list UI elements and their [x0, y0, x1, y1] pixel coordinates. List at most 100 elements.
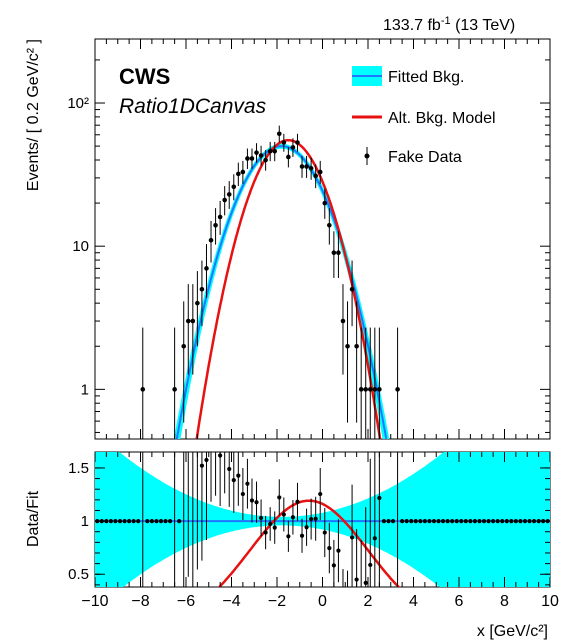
ratio-point	[422, 518, 427, 524]
ratio-point	[377, 452, 382, 587]
ratio-point	[495, 518, 500, 524]
ratio-point-marker	[299, 533, 305, 538]
data-point	[317, 160, 323, 184]
data-point	[304, 155, 309, 178]
ratio-point	[149, 518, 154, 524]
ratio-point	[258, 499, 264, 537]
data-point-marker	[213, 222, 218, 228]
ratio-point	[400, 518, 405, 524]
data-point-marker	[249, 156, 255, 161]
data-point	[231, 174, 237, 201]
ratio-point-marker	[304, 525, 309, 530]
ratio-point	[127, 518, 132, 524]
ratio-point	[440, 518, 446, 524]
x-tick-label: −2	[268, 593, 286, 610]
ratio-point-marker	[431, 518, 437, 524]
data-point-marker	[358, 387, 364, 392]
ratio-point	[286, 520, 291, 552]
ratio-point-marker	[268, 521, 273, 527]
ratio-point	[504, 518, 509, 524]
data-point-marker	[254, 150, 259, 155]
ratio-point-marker	[331, 563, 336, 568]
main-panel: 1 10 10² CWS Ratio1DCanvas Fitted Bkg. Alt…	[25, 38, 551, 440]
ratio-point-marker	[167, 518, 173, 524]
data-point-marker	[217, 214, 223, 220]
ratio-point	[513, 518, 518, 524]
ratio-y-axis-label: Data/Fit	[25, 490, 42, 547]
data-point	[263, 149, 268, 171]
data-point	[336, 231, 341, 278]
data-point-marker	[185, 318, 191, 324]
ratio-point-marker	[454, 518, 459, 524]
ratio-point	[431, 518, 437, 524]
ratio-point	[390, 518, 396, 524]
data-point	[140, 327, 146, 439]
data-point	[254, 143, 259, 163]
ratio-y-tick-label: 1	[81, 513, 89, 530]
ratio-point-marker	[336, 548, 341, 553]
data-point-marker	[140, 387, 146, 392]
ratio-point	[254, 481, 259, 523]
ratio-point	[459, 518, 464, 524]
data-point	[286, 147, 291, 168]
ratio-point-marker	[372, 536, 377, 541]
ratio-point-marker	[245, 481, 250, 486]
data-point	[226, 181, 232, 209]
ratio-point-marker	[281, 512, 286, 517]
ratio-point-marker	[108, 518, 114, 524]
ratio-y-tick-label: 1.5	[68, 460, 89, 477]
ratio-point	[163, 518, 168, 524]
ratio-point	[227, 452, 232, 507]
data-point-marker	[327, 222, 332, 228]
ratio-point	[154, 518, 159, 524]
ratio-uncertainty-band	[95, 452, 550, 587]
data-point-marker	[195, 300, 200, 306]
ratio-point-marker	[199, 463, 205, 468]
ratio-point	[349, 484, 355, 587]
ratio-point-marker	[127, 518, 132, 524]
ratio-point	[491, 518, 496, 524]
main-y-axis-label: Events/ [ 0.2 GeV/c² ]	[25, 39, 42, 191]
ratio-alt-bkg-line	[217, 499, 401, 587]
ratio-point	[500, 518, 505, 524]
legend-item-fitted-bkg: Fitted Bkg.	[352, 66, 464, 86]
alt-bkg-line	[195, 138, 382, 439]
ratio-point	[463, 518, 468, 524]
data-point	[195, 271, 200, 347]
ratio-point	[368, 458, 373, 587]
main-y-tick-label: 1	[81, 381, 89, 398]
ratio-point-marker	[363, 580, 368, 585]
data-point-marker	[181, 343, 187, 349]
ratio-point	[522, 518, 528, 524]
x-tick-label: −8	[131, 593, 149, 610]
data-point-marker	[299, 164, 305, 169]
data-point	[190, 284, 196, 375]
ratio-point-marker	[322, 530, 327, 535]
main-y-tick-label: 10²	[67, 95, 89, 112]
ratio-point-marker	[481, 518, 487, 524]
ratio-point-marker	[390, 518, 396, 524]
ratio-point	[304, 508, 309, 546]
data-point	[249, 148, 255, 170]
ratio-point-marker	[149, 518, 154, 524]
canvas-label: Ratio1DCanvas	[119, 95, 267, 118]
ratio-point-marker	[445, 518, 450, 524]
data-point-marker	[336, 250, 341, 256]
ratio-point-marker	[450, 518, 455, 524]
ratio-point-marker	[113, 518, 118, 524]
data-point	[331, 231, 337, 278]
ratio-point	[354, 529, 359, 587]
ratio-point	[436, 518, 441, 524]
data-point	[354, 301, 359, 423]
data-point-marker	[377, 387, 382, 392]
ratio-point-marker	[295, 499, 300, 504]
ratio-point	[472, 518, 478, 524]
ratio-point	[263, 515, 268, 550]
x-tick-label: 4	[409, 593, 418, 610]
data-point-marker	[367, 387, 373, 392]
data-point-marker	[204, 266, 209, 271]
ratio-point-marker	[122, 518, 127, 524]
ratio-point	[531, 518, 537, 524]
x-tick-label: 0	[318, 593, 327, 610]
ratio-point-marker	[354, 577, 359, 582]
